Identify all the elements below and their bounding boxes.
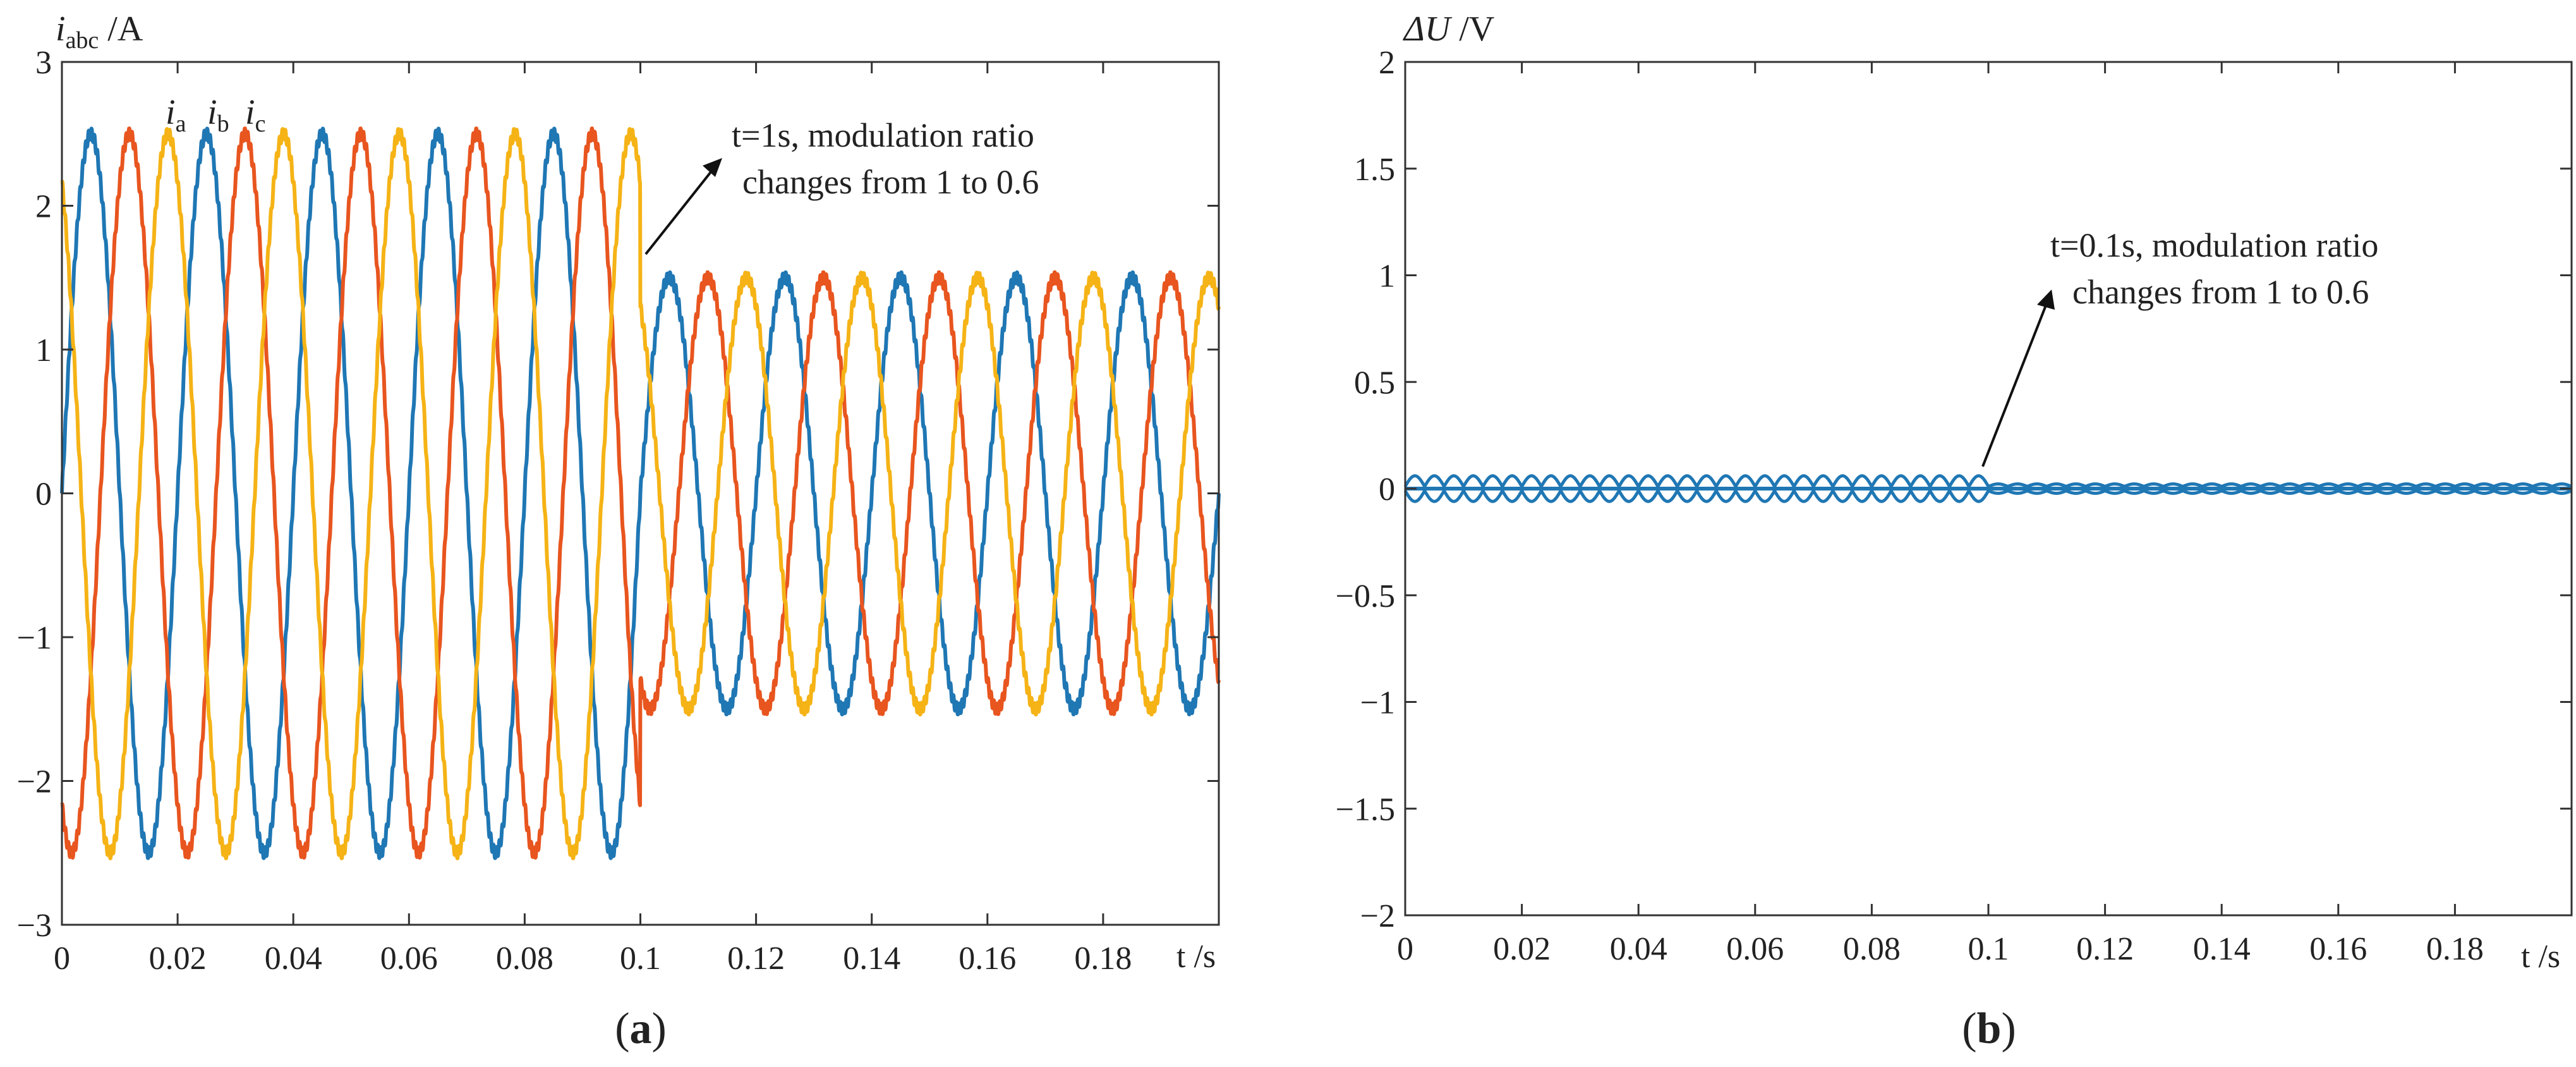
legend-ic: ic	[245, 93, 265, 137]
x-tick-label: 0.18	[2426, 931, 2484, 967]
x-tick-label: 0.06	[380, 941, 438, 977]
chart-a-caption: (a)	[615, 1004, 667, 1053]
x-tick-label: 0.04	[1610, 931, 1667, 967]
y-tick-label: −1	[17, 620, 52, 656]
chart-a-xlabel: t /s	[1176, 939, 1216, 975]
chart-b: 0 0.02 0.04 0.06 0.08 0.1 0.12 0.14 0.16 0.18 −2 −1…	[1336, 9, 2573, 1053]
x-tick-label: 0.12	[727, 941, 785, 977]
x-tick-label: 0.18	[1074, 941, 1132, 977]
y-tick-label: 2	[35, 189, 52, 225]
chart-b-series-group	[1403, 474, 2572, 503]
y-tick-label: 1	[35, 332, 52, 369]
series-delta-u-upper	[1403, 474, 2572, 490]
x-tick-label: 0.04	[265, 941, 322, 977]
x-tick-label: 0.14	[2193, 931, 2251, 967]
chart-b-annotation-arrow	[1981, 302, 2048, 467]
y-tick-label: 0	[1379, 472, 1395, 508]
x-tick-label: 0.16	[2309, 931, 2367, 967]
x-tick-label: 0.06	[1726, 931, 1784, 967]
x-tick-label: 0.1	[620, 941, 661, 977]
y-tick-label: −0.5	[1336, 578, 1395, 614]
chart-b-annotation-line2: changes from 1 to 0.6	[2072, 273, 2369, 311]
y-tick-label: 3	[35, 45, 52, 81]
x-tick-label: 0.02	[1493, 931, 1551, 967]
chart-a-ylabel: iabc /A	[56, 9, 143, 54]
x-tick-label: 0	[1397, 931, 1413, 967]
chart-a: 0 0.02 0.04 0.06 0.08 0.1 0.12 0.14 0.16 0.18 −3 −2…	[17, 9, 1221, 1053]
chart-a-annotation-line1: t=1s, modulation ratio	[732, 116, 1034, 154]
y-tick-label: −1	[1360, 685, 1395, 721]
chart-a-annotation-arrow	[644, 164, 717, 255]
y-tick-label: −1.5	[1336, 791, 1395, 827]
x-tick-label: 0.02	[149, 941, 207, 977]
series-delta-u-lower	[1403, 487, 2572, 503]
x-tick-label: 0.14	[843, 941, 900, 977]
chart-b-xlabel: t /s	[2521, 939, 2560, 975]
x-tick-label: 0.1	[1968, 931, 2009, 967]
y-tick-label: 2	[1379, 45, 1395, 81]
y-tick-label: 0.5	[1354, 365, 1395, 401]
series-i_a	[60, 126, 1221, 860]
series-i_b	[60, 126, 1221, 860]
chart-b-annotation-line1: t=0.1s, modulation ratio	[2050, 226, 2378, 264]
x-tick-label: 0.08	[496, 941, 553, 977]
chart-b-caption: (b)	[1962, 1004, 2016, 1053]
y-tick-label: −2	[1360, 898, 1395, 934]
y-tick-label: 1	[1379, 259, 1395, 295]
chart-a-series-group	[60, 126, 1221, 860]
y-tick-label: −2	[17, 764, 52, 800]
chart-a-annotation-arrowhead	[703, 158, 722, 177]
x-tick-label: 0.16	[958, 941, 1016, 977]
y-tick-label: −3	[17, 908, 52, 944]
y-tick-label: 0	[35, 477, 52, 513]
x-tick-label: 0.12	[2076, 931, 2134, 967]
legend-ib: ib	[207, 93, 229, 137]
chart-b-ylabel: ΔU /V	[1403, 9, 1494, 49]
y-tick-label: 1.5	[1354, 152, 1395, 188]
x-tick-label: 0.08	[1843, 931, 1901, 967]
chart-b-annotation-arrowhead	[2037, 290, 2055, 310]
chart-a-annotation-line2: changes from 1 to 0.6	[742, 163, 1039, 201]
legend-ia: ia	[166, 93, 186, 137]
x-tick-label: 0	[54, 941, 70, 977]
series-i_c	[60, 127, 1221, 860]
